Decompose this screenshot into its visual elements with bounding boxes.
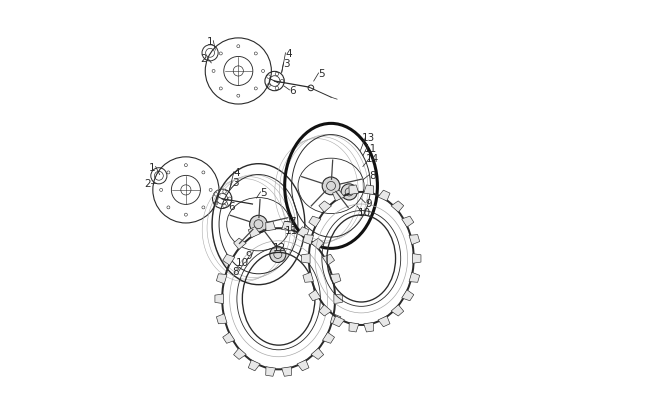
Polygon shape — [266, 222, 276, 231]
Polygon shape — [413, 254, 421, 264]
Text: 7: 7 — [289, 217, 295, 227]
Polygon shape — [322, 333, 335, 343]
Text: 2: 2 — [201, 53, 207, 64]
Circle shape — [270, 247, 286, 263]
Text: 8: 8 — [232, 267, 239, 277]
Polygon shape — [333, 191, 344, 202]
Polygon shape — [233, 348, 246, 360]
Text: 1: 1 — [207, 36, 213, 47]
Polygon shape — [349, 323, 359, 332]
Text: 10: 10 — [236, 258, 249, 268]
Text: 6: 6 — [289, 86, 296, 96]
Text: 2: 2 — [144, 178, 151, 188]
Polygon shape — [378, 316, 390, 327]
Polygon shape — [303, 235, 313, 245]
Text: 8: 8 — [369, 170, 376, 180]
Text: 11: 11 — [363, 143, 377, 153]
Polygon shape — [311, 239, 324, 250]
Circle shape — [322, 177, 340, 195]
Polygon shape — [223, 255, 235, 266]
Text: 4: 4 — [285, 49, 292, 59]
Text: 9: 9 — [245, 251, 252, 260]
Text: 1: 1 — [149, 162, 156, 172]
Text: 11: 11 — [285, 226, 298, 236]
Text: 3: 3 — [283, 59, 290, 69]
Polygon shape — [391, 201, 404, 213]
Polygon shape — [319, 305, 332, 316]
Circle shape — [250, 216, 267, 233]
Text: 10: 10 — [358, 208, 371, 217]
Polygon shape — [266, 367, 276, 376]
Text: 6: 6 — [228, 202, 235, 211]
Polygon shape — [364, 323, 374, 332]
Polygon shape — [216, 314, 227, 324]
Polygon shape — [223, 333, 235, 343]
Polygon shape — [319, 201, 332, 213]
Polygon shape — [333, 316, 344, 327]
Text: 4: 4 — [234, 167, 240, 177]
Polygon shape — [409, 273, 420, 283]
Polygon shape — [364, 185, 374, 195]
Polygon shape — [409, 235, 420, 245]
Text: 14: 14 — [366, 154, 379, 164]
Polygon shape — [281, 222, 292, 231]
Polygon shape — [402, 217, 414, 228]
Polygon shape — [248, 360, 260, 371]
Polygon shape — [281, 367, 292, 376]
Polygon shape — [233, 239, 246, 250]
Polygon shape — [330, 274, 341, 284]
Polygon shape — [215, 294, 224, 304]
Polygon shape — [309, 290, 321, 301]
Text: 3: 3 — [232, 177, 239, 188]
Polygon shape — [330, 314, 341, 324]
Polygon shape — [322, 255, 335, 266]
Text: 12: 12 — [273, 243, 287, 253]
Polygon shape — [391, 305, 404, 316]
Polygon shape — [216, 274, 227, 284]
Text: 5: 5 — [318, 69, 325, 79]
Polygon shape — [402, 290, 414, 301]
Polygon shape — [303, 273, 313, 283]
Text: 9: 9 — [365, 198, 372, 208]
Text: 5: 5 — [261, 188, 267, 197]
Polygon shape — [349, 185, 359, 195]
Polygon shape — [302, 254, 310, 264]
Polygon shape — [311, 348, 324, 360]
Polygon shape — [309, 217, 321, 228]
Polygon shape — [297, 227, 309, 238]
Polygon shape — [248, 227, 260, 238]
Polygon shape — [334, 294, 343, 304]
Circle shape — [341, 184, 358, 200]
Polygon shape — [378, 191, 390, 202]
Polygon shape — [297, 360, 309, 371]
Text: 13: 13 — [362, 133, 375, 143]
